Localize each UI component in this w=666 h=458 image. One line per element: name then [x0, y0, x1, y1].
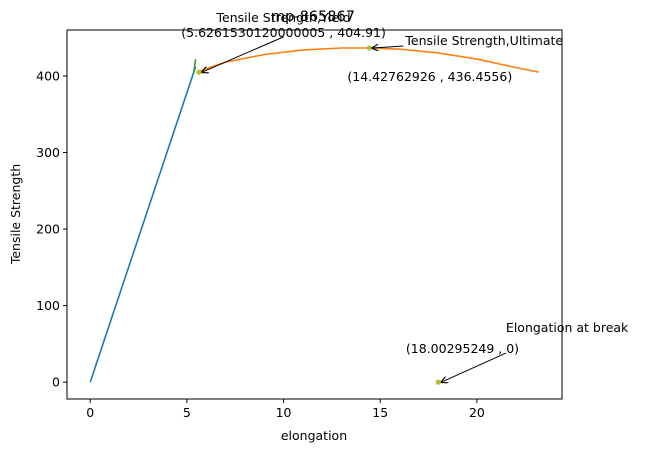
marker-point-2: [366, 45, 372, 51]
chart-title: mp-865867: [271, 9, 355, 25]
annotation-arrow-1: [202, 36, 284, 72]
annotation-label-1: Tensile Strength,Yield: [216, 10, 351, 25]
x-axis-label: elongation: [281, 428, 347, 443]
x-tick-label: 15: [372, 405, 388, 420]
annotation-arrow-3: [441, 352, 507, 382]
x-tick-label: 0: [86, 405, 94, 420]
plot-layer: Tensile Strength,Yield(5.626153012000000…: [36, 10, 629, 420]
annotation-value-1: (5.6261530120000005 , 404.91): [181, 25, 386, 40]
y-tick-label: 200: [36, 222, 60, 237]
marker-point-3: [435, 379, 441, 385]
series-line-1: [89, 66, 197, 383]
plot-frame: [66, 29, 563, 400]
marker-point-1: [196, 69, 202, 75]
series-line-2: [192, 58, 197, 73]
x-tick-label: 20: [469, 405, 485, 420]
y-tick-label: 400: [36, 68, 60, 83]
annotation-label-2: Tensile Strength,Ultimate: [404, 33, 563, 48]
annotation-label-3: Elongation at break: [506, 320, 629, 335]
x-tick-label: 10: [276, 405, 292, 420]
annotation-value-2: (14.42762926 , 436.4556): [347, 69, 512, 84]
x-tick-label: 5: [183, 405, 191, 420]
annotation-arrow-2: [372, 46, 404, 48]
y-tick-label: 0: [52, 375, 60, 390]
annotation-value-3: (18.00295249 , 0): [406, 341, 519, 356]
y-axis-label: Tensile Strength: [8, 164, 23, 265]
y-tick-label: 300: [36, 145, 60, 160]
y-tick-label: 100: [36, 298, 60, 313]
